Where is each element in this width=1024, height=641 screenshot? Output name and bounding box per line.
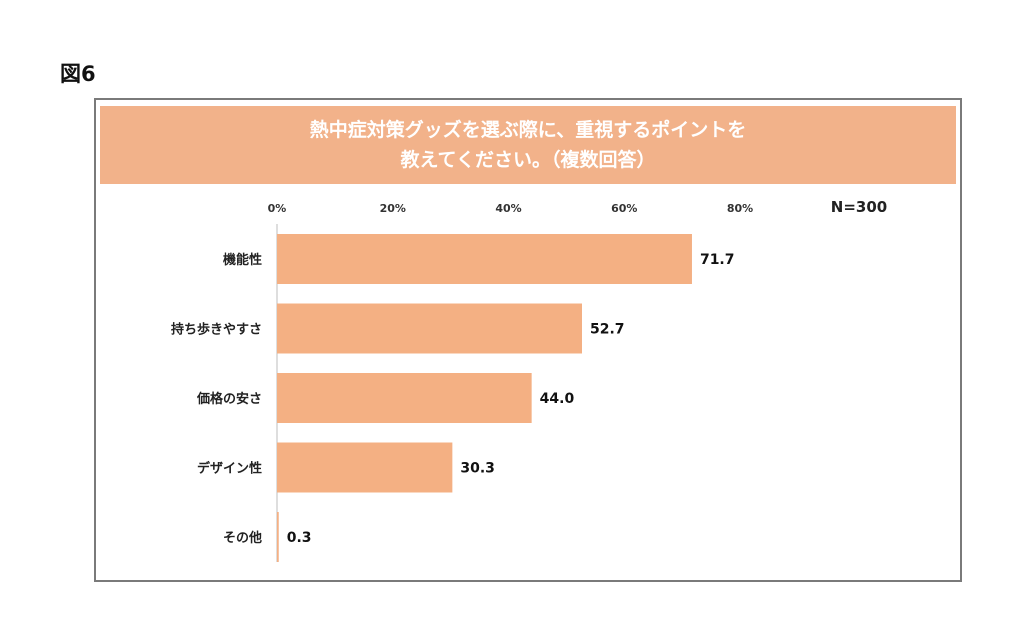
value-label: 71.7 bbox=[700, 252, 735, 268]
x-tick-label: 80% bbox=[727, 202, 753, 215]
value-label: 52.7 bbox=[590, 322, 625, 338]
x-tick-label: 60% bbox=[611, 202, 637, 215]
bar bbox=[277, 442, 453, 493]
chart-title-line2: 教えてください。（複数回答） bbox=[400, 149, 656, 171]
chart-title-band: 熱中症対策グッズを選ぶ際に、重視するポイントを 教えてください。（複数回答） bbox=[100, 106, 956, 184]
x-tick-label: 40% bbox=[495, 202, 521, 215]
category-label: 持ち歩きやすさ bbox=[171, 322, 262, 338]
chart-title-line1: 熱中症対策グッズを選ぶ際に、重視するポイントを bbox=[309, 119, 747, 141]
category-label: デザイン性 bbox=[197, 461, 262, 477]
bar bbox=[277, 512, 279, 562]
figure-label: 図6 bbox=[60, 62, 96, 86]
value-label: 30.3 bbox=[460, 461, 495, 477]
bar bbox=[277, 303, 583, 354]
value-label: 0.3 bbox=[287, 530, 312, 546]
bar bbox=[277, 234, 692, 284]
category-label: その他 bbox=[223, 530, 262, 546]
value-label: 44.0 bbox=[540, 391, 575, 407]
bar bbox=[277, 373, 532, 423]
sample-size-label: N=300 bbox=[831, 198, 887, 216]
category-label: 機能性 bbox=[223, 252, 262, 268]
x-tick-label: 0% bbox=[268, 202, 287, 215]
category-label: 価格の安さ bbox=[196, 391, 262, 407]
x-tick-label: 20% bbox=[380, 202, 406, 215]
